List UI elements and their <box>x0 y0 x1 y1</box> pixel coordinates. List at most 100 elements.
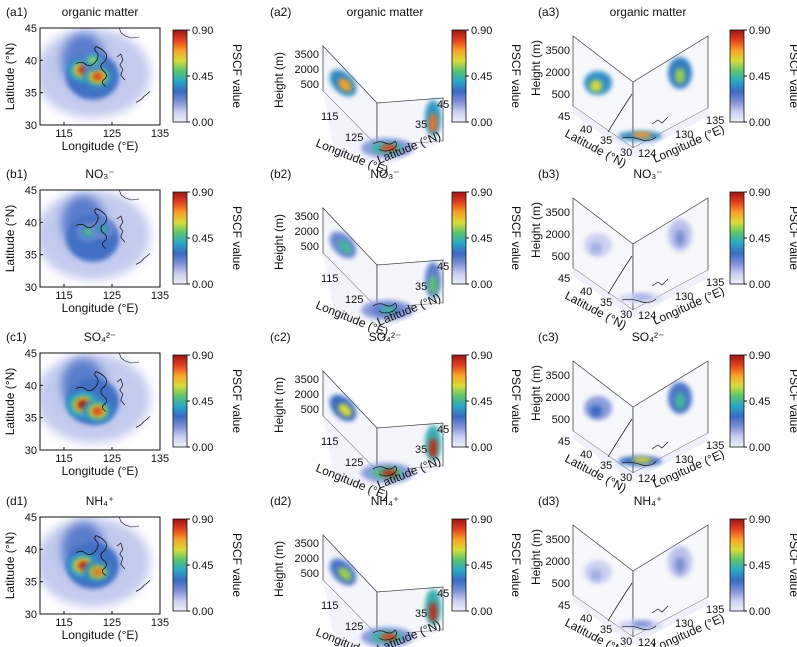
x-tick-label: 115 <box>321 273 339 285</box>
colorbar-tick-label: 0.90 <box>192 350 213 362</box>
z-tick-label: 2000 <box>546 392 570 404</box>
right-wall-field <box>668 219 692 251</box>
coastline <box>372 465 397 477</box>
floor-field <box>361 138 413 158</box>
pscf-hotspot <box>98 225 107 233</box>
panel-label: (c3) <box>538 330 559 344</box>
panel-label: (d2) <box>270 494 291 508</box>
colorbar-tick-label: 0.45 <box>749 71 770 83</box>
y-tick-label: 35 <box>25 577 37 589</box>
lon-tick-label: 130 <box>675 291 693 303</box>
panel-label: (c2) <box>270 330 291 344</box>
panel-label: (d1) <box>6 494 27 508</box>
right-wall-field <box>425 100 441 136</box>
panel-label: (a2) <box>270 5 291 19</box>
right-wall-field <box>425 589 441 625</box>
lat-tick-label: 35 <box>415 119 427 131</box>
z-tick-label: 3500 <box>546 45 570 57</box>
left-wall-field <box>329 231 357 259</box>
y-tick-label: 35 <box>25 413 37 425</box>
lon-tick-label: 124 <box>638 637 656 647</box>
z-axis-label: Height (m) <box>272 214 286 270</box>
colorbar-tick-label: 0.00 <box>749 279 770 291</box>
colorbar-tick-label: 0.90 <box>471 187 492 199</box>
x-axis-label: Longitude (°E) <box>62 139 139 153</box>
colorbar-tick-label: 0.90 <box>749 25 770 37</box>
x-tick-label: 125 <box>345 621 363 633</box>
lon-tick-label: 130 <box>675 454 693 466</box>
z-tick-label: 3500 <box>295 538 319 550</box>
floor <box>573 106 708 156</box>
floor-field <box>607 93 669 141</box>
z-tick-label: 500 <box>552 251 570 263</box>
lat-tick-label: 45 <box>558 111 570 123</box>
y-tick-label: 30 <box>25 282 37 294</box>
z-tick-label: 500 <box>301 568 319 580</box>
x-tick-label: 115 <box>55 290 73 302</box>
panel-title: organic matter <box>610 5 687 19</box>
coastline <box>372 302 397 314</box>
y-tick-label: 45 <box>25 348 37 360</box>
right-wall-field <box>425 425 441 461</box>
colorbar-tick-label: 0.90 <box>471 350 492 362</box>
x-tick-label: 125 <box>103 453 121 465</box>
coastline <box>372 629 397 641</box>
colorbar-label: PSCF value <box>230 206 244 270</box>
z-tick-label: 500 <box>552 578 570 590</box>
lat-tick-label: 35 <box>600 135 612 147</box>
colorbar-label: PSCF value <box>230 369 244 433</box>
colorbar-tick-label: 0.90 <box>749 187 770 199</box>
floor <box>323 580 443 647</box>
x-tick-label: 125 <box>345 457 363 469</box>
colorbar-tick-label: 0.45 <box>192 233 213 245</box>
z-tick-label: 500 <box>301 79 319 91</box>
left-wall-field <box>329 394 357 422</box>
z-axis-label: Height (m) <box>529 529 543 585</box>
right-wall-field <box>425 262 441 298</box>
left-wall-field <box>584 71 612 95</box>
lat-tick-label: 35 <box>415 608 427 620</box>
colorbar-label: PSCF value <box>787 44 797 108</box>
x-tick-label: 115 <box>55 617 73 629</box>
colorbar-label: PSCF value <box>787 369 797 433</box>
panel-title: NH₄⁺ <box>634 494 663 508</box>
x-tick-label: 125 <box>103 128 121 140</box>
x-tick-label: 125 <box>103 617 121 629</box>
floor-field <box>361 300 413 320</box>
panel-label: (a3) <box>538 5 559 19</box>
colorbar-tick-label: 0.00 <box>749 442 770 454</box>
colorbar-scale <box>451 354 467 448</box>
z-tick-label: 2000 <box>295 64 319 76</box>
colorbar: 0.90 0.45 0.00 PSCF value <box>172 25 244 129</box>
z-tick-label: 500 <box>552 414 570 426</box>
panel-title: NH₄⁺ <box>371 494 400 508</box>
colorbar-label: PSCF value <box>787 533 797 597</box>
coastline <box>75 208 107 249</box>
colorbar: 0.90 0.45 0.00 PSCF value <box>729 350 797 454</box>
lon-tick-label: 130 <box>675 129 693 141</box>
z-tick-label: 2000 <box>295 389 319 401</box>
z-tick-label: 3500 <box>295 374 319 386</box>
coastline <box>607 255 669 303</box>
right-wall-field <box>668 546 692 578</box>
floor <box>323 91 443 164</box>
y-tick-label: 30 <box>25 445 37 457</box>
y-tick-label: 40 <box>25 544 37 556</box>
panel-label: (d3) <box>538 494 559 508</box>
lat-tick-label: 35 <box>600 297 612 309</box>
z-tick-label: 3500 <box>546 534 570 546</box>
z-axis-label: Height (m) <box>272 541 286 597</box>
colorbar-label: PSCF value <box>230 44 244 108</box>
lon-tick-label: 130 <box>675 618 693 630</box>
lat-tick-label: 40 <box>580 286 592 298</box>
colorbar-tick-label: 0.45 <box>192 71 213 83</box>
lat-tick-label: 45 <box>437 424 449 436</box>
colorbar-tick-label: 0.90 <box>192 514 213 526</box>
x-axis-label: Longitude (°E) <box>62 464 139 478</box>
z-tick-label: 500 <box>301 241 319 253</box>
map-panel-b1: 115 125 135 45 40 35 30 Longitude (°E) Latitude … <box>3 167 244 315</box>
lat-tick-label: 40 <box>580 124 592 136</box>
y-axis-label: Latitude (°N) <box>3 368 17 436</box>
